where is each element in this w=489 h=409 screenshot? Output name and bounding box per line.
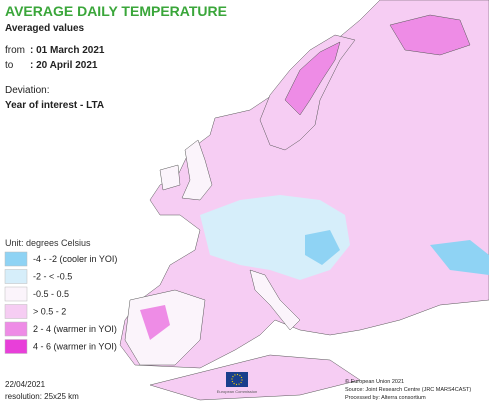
legend-label: -4 - -2 (cooler in YOI) (33, 254, 117, 264)
legend-label: > 0.5 - 2 (33, 307, 66, 317)
legend-swatch (4, 321, 28, 337)
footer-source: Source: Joint Research Centre (JRC MARS4… (345, 387, 471, 393)
eu-flag (226, 372, 248, 387)
from-label: from (5, 45, 25, 56)
russia-warm (389, 14, 471, 56)
legend-label: -0.5 - 0.5 (33, 289, 69, 299)
balkan-cold (305, 230, 340, 265)
footer-date: 22/04/2021 (5, 380, 46, 389)
subtitle: Averaged values (5, 23, 85, 34)
footer-copyright: © European Union 2021 (345, 378, 404, 385)
legend-label: 2 - 4 (warmer in YOI) (33, 324, 117, 334)
north-africa (149, 354, 361, 401)
legend-swatch (4, 304, 28, 319)
logo-text: European Commission (217, 389, 257, 394)
legend-unit: Unit: degrees Celsius (5, 238, 91, 248)
footer-processed: Processed by: Alterra consortium (345, 395, 426, 401)
from-value: : 01 March 2021 (30, 45, 105, 56)
to-label: to (5, 60, 14, 71)
eu-logo: European Commission (217, 372, 257, 394)
legend-swatch (4, 251, 28, 267)
legend-swatch (4, 339, 28, 354)
to-value: : 20 April 2021 (30, 60, 98, 71)
italy (249, 269, 301, 331)
deviation-label: Deviation: (5, 85, 49, 96)
iberia-warm (140, 305, 170, 340)
legend: Unit: degrees Celsius -4 - -2 (cooler in… (4, 238, 117, 354)
legend-label: 4 - 6 (warmer in YOI) (33, 342, 117, 352)
title: AVERAGE DAILY TEMPERATURE (5, 3, 227, 19)
scandinavia-warm (284, 41, 341, 116)
britain (181, 139, 213, 201)
ireland (159, 164, 181, 191)
legend-label: -2 - < -0.5 (33, 272, 72, 282)
legend-swatch (4, 286, 28, 302)
footer-resolution: resolution: 25x25 km (5, 392, 79, 401)
land (119, 0, 489, 369)
map (119, 0, 489, 401)
east-cold (430, 240, 489, 275)
legend-swatch (4, 269, 28, 284)
eu-stars (231, 373, 243, 386)
deviation-value: Year of interest - LTA (5, 100, 104, 111)
